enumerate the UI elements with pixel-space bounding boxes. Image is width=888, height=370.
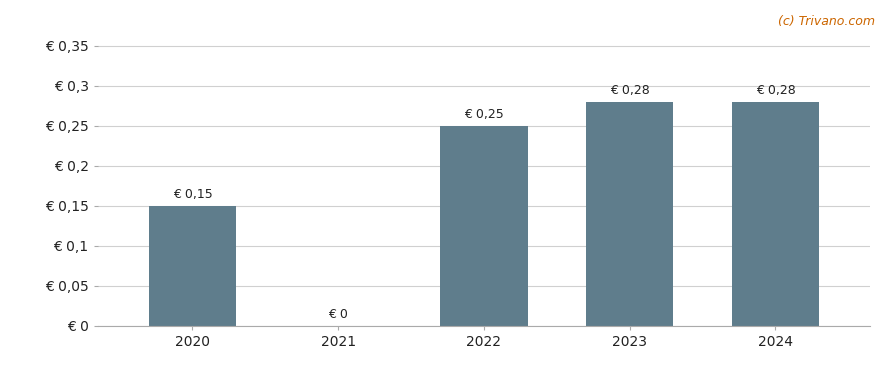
Bar bbox=[732, 102, 820, 326]
Text: € 0,15: € 0,15 bbox=[172, 188, 212, 201]
Bar bbox=[586, 102, 673, 326]
Text: (c) Trivano.com: (c) Trivano.com bbox=[778, 15, 875, 28]
Text: € 0: € 0 bbox=[329, 308, 348, 321]
Bar bbox=[440, 126, 527, 326]
Text: € 0,25: € 0,25 bbox=[464, 108, 503, 121]
Text: € 0,28: € 0,28 bbox=[610, 84, 650, 97]
Text: € 0,28: € 0,28 bbox=[756, 84, 796, 97]
Bar bbox=[148, 206, 236, 326]
